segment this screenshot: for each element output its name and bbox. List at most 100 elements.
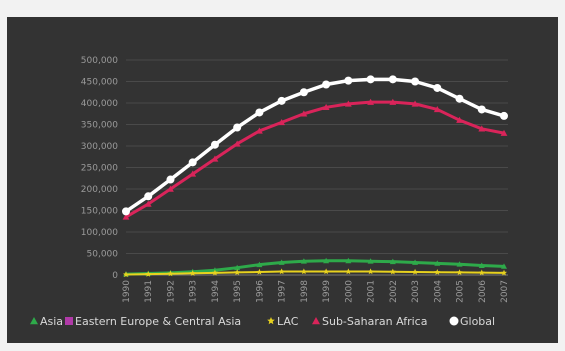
series-line <box>124 259 506 276</box>
legend-marker <box>267 317 275 325</box>
data-point <box>278 259 285 265</box>
x-tick-label: 1996 <box>255 280 265 303</box>
series-sub-saharan-africa <box>122 98 508 220</box>
data-point <box>300 268 307 275</box>
data-point <box>255 108 264 117</box>
legend-label: Eastern Europe & Central Asia <box>75 315 241 328</box>
data-point <box>166 175 175 184</box>
data-point <box>389 98 397 105</box>
data-point <box>256 127 263 134</box>
data-point <box>234 264 241 271</box>
data-point <box>145 270 152 277</box>
data-point <box>477 105 486 114</box>
legend-label: Sub-Saharan Africa <box>322 315 427 328</box>
series-line <box>125 270 505 276</box>
data-point <box>122 213 130 220</box>
data-point <box>478 262 485 268</box>
data-point <box>500 129 508 136</box>
data-point <box>122 207 130 216</box>
x-tick-label: 2002 <box>389 280 399 303</box>
x-tick-label: 2003 <box>411 280 421 303</box>
data-point <box>278 118 286 126</box>
legend-marker <box>449 316 459 326</box>
legend-item-eastern-europe-central-asia: Eastern Europe & Central Asia <box>65 315 241 328</box>
data-point <box>322 80 331 89</box>
legend-item-sub-saharan-africa: Sub-Saharan Africa <box>312 315 427 328</box>
data-point <box>345 268 352 275</box>
data-point <box>344 100 352 107</box>
data-point <box>277 96 286 105</box>
legend: Asia Eastern Europe & Central Asia LAC Sub-… <box>30 315 495 328</box>
data-point <box>367 258 374 264</box>
data-point <box>345 257 352 264</box>
x-tick-label: 2006 <box>478 280 488 303</box>
data-point <box>233 123 242 132</box>
legend-marker <box>312 317 320 325</box>
data-point <box>367 98 374 105</box>
data-point <box>500 111 508 120</box>
data-point <box>389 258 396 265</box>
data-point <box>478 269 485 276</box>
data-point <box>367 268 374 275</box>
y-tick-label: 400,000 <box>81 99 118 109</box>
x-tick-label: 1991 <box>144 280 154 303</box>
data-point <box>300 110 308 117</box>
data-point <box>455 94 464 103</box>
legend-item-global: Global <box>449 315 495 328</box>
data-point <box>322 103 330 111</box>
data-point <box>434 260 441 266</box>
data-point <box>411 100 419 107</box>
data-point <box>144 200 152 207</box>
data-point <box>501 263 507 269</box>
x-tick-label: 2000 <box>344 280 354 303</box>
x-tick-label: 1997 <box>278 280 288 303</box>
data-point <box>366 75 375 84</box>
data-point <box>188 158 197 167</box>
series-line <box>124 100 506 219</box>
legend-item-lac: LAC <box>267 315 299 328</box>
legend-label: LAC <box>277 315 299 328</box>
data-point <box>210 140 219 149</box>
x-tick-label: 2004 <box>433 280 443 303</box>
data-point <box>433 83 442 92</box>
data-point <box>478 125 486 132</box>
data-point <box>234 269 241 276</box>
x-tick-label: 2005 <box>456 280 466 303</box>
legend-label: Global <box>460 315 495 328</box>
x-tick-label: 1998 <box>300 280 310 303</box>
data-point <box>256 261 263 268</box>
x-tick-label: 2007 <box>500 280 510 303</box>
data-point <box>189 270 196 276</box>
data-point <box>256 268 263 275</box>
data-point <box>211 269 218 276</box>
data-point <box>167 270 174 277</box>
x-tick-label: 1999 <box>322 280 332 303</box>
data-point <box>344 76 353 85</box>
series-line <box>124 77 506 214</box>
y-tick-label: 350,000 <box>81 121 118 131</box>
data-point <box>389 268 396 275</box>
chart-panel: 0 50,000 100,000 150,000 200,000 250,000 300,0… <box>7 17 558 343</box>
gridlines <box>126 59 508 276</box>
data-point <box>456 269 463 276</box>
data-point <box>278 268 285 275</box>
series-lac <box>122 268 508 278</box>
data-point <box>211 155 219 162</box>
data-point <box>144 192 153 201</box>
y-tick-label: 100,000 <box>81 228 118 238</box>
data-point <box>233 140 241 147</box>
data-point <box>456 261 463 267</box>
data-point <box>456 116 463 123</box>
x-tick-label: 1990 <box>122 280 132 303</box>
x-tick-label: 1993 <box>189 280 199 303</box>
data-point <box>323 257 330 264</box>
x-tick-label: 2001 <box>367 280 377 303</box>
legend-label: Asia <box>40 315 63 328</box>
y-tick-label: 500,000 <box>81 56 118 66</box>
y-tick-label: 300,000 <box>81 142 118 152</box>
data-point <box>412 268 419 275</box>
line-chart: 0 50,000 100,000 150,000 200,000 250,000 300,0… <box>30 56 510 328</box>
x-tick-label: 1994 <box>211 280 221 303</box>
data-point <box>323 268 330 275</box>
data-point <box>388 75 397 84</box>
